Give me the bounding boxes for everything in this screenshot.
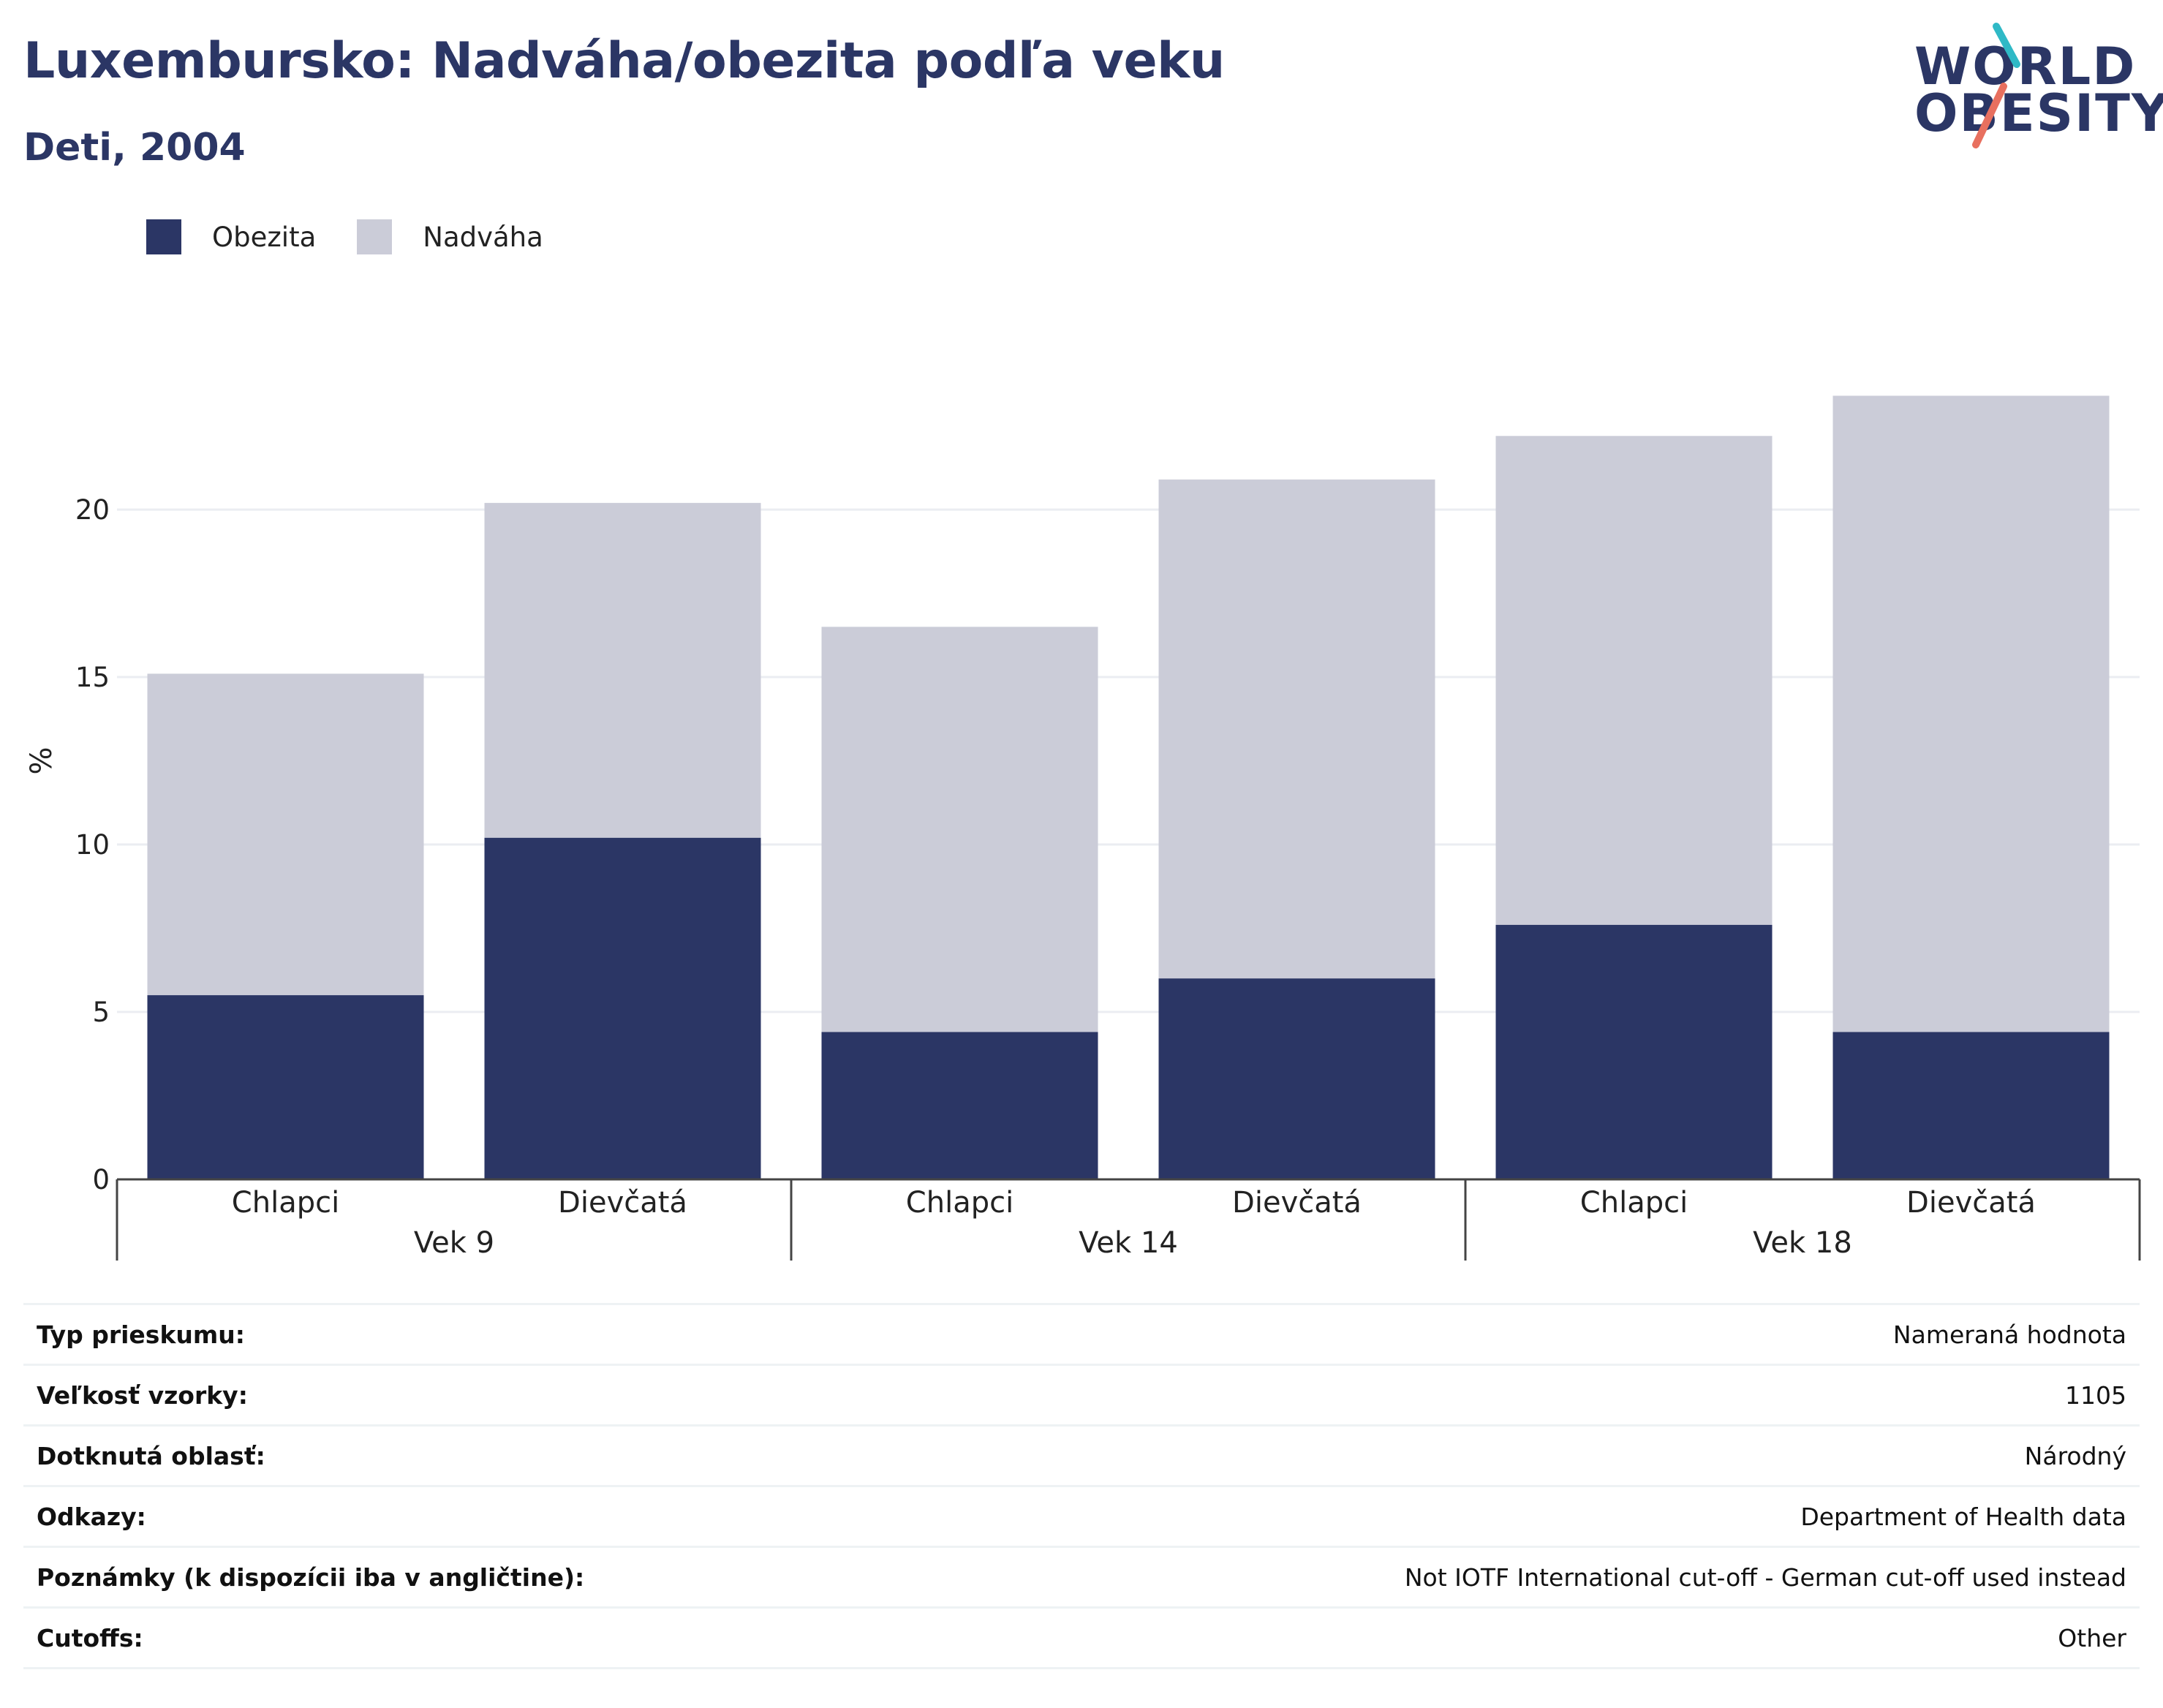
info-value: Other (2058, 1623, 2126, 1652)
table-row: Dotknutá oblasť: Národný (23, 1425, 2140, 1486)
table-row: Poznámky (k dispozícii iba v angličtine)… (23, 1546, 2140, 1608)
x-tick-label: Dievčatá (558, 1186, 687, 1220)
info-key: Cutoffs: (37, 1623, 143, 1652)
x-tick-label: Chlapci (906, 1186, 1013, 1220)
y-tick-label: 0 (92, 1164, 110, 1195)
chart-subtitle: Deti, 2004 (23, 126, 246, 170)
chart-legend: Obezita Nadváha (146, 216, 584, 257)
x-tick-label: Dievčatá (1906, 1186, 2036, 1220)
y-tick-label: 20 (75, 494, 110, 526)
legend-label-nadvaha: Nadváha (423, 221, 543, 253)
bar-obezita (484, 837, 761, 1179)
info-key: Poznámky (k dispozícii iba v angličtine)… (37, 1562, 585, 1592)
bar-obezita (1495, 924, 1773, 1179)
bar-obezita (1158, 978, 1435, 1179)
bar-nadvaha (821, 627, 1098, 1032)
info-key: Odkazy: (37, 1502, 146, 1531)
legend-item-obezita[interactable]: Obezita (146, 219, 316, 254)
info-value: 1105 (2065, 1380, 2126, 1410)
info-key: Veľkosť vzorky: (37, 1380, 248, 1410)
table-row: Veľkosť vzorky: 1105 (23, 1364, 2140, 1426)
table-row: Cutoffs: Other (23, 1607, 2140, 1669)
x-tick-label: Chlapci (232, 1186, 339, 1220)
bar-nadvaha (484, 502, 761, 838)
legend-label-obezita: Obezita (212, 221, 317, 253)
world-obesity-logo: WORLD OBESITY (1901, 20, 2163, 152)
bar-obezita (147, 995, 424, 1179)
info-value: Nameraná hodnota (1892, 1320, 2126, 1349)
group-label: Vek 14 (1079, 1226, 1178, 1260)
x-tick-label: Dievčatá (1232, 1186, 1362, 1220)
logo-text-obesity: OBESITY (1914, 83, 2163, 143)
bar-obezita (821, 1032, 1098, 1179)
table-row: Typ prieskumu: Nameraná hodnota (23, 1304, 2140, 1365)
info-value: Not IOTF International cut-off - German … (1404, 1562, 2126, 1592)
y-axis-label: % (25, 747, 58, 774)
y-tick-label: 10 (75, 829, 110, 861)
x-tick-label: Chlapci (1580, 1186, 1688, 1220)
survey-info-table: Typ prieskumu: Nameraná hodnota Veľkosť v… (23, 1303, 2140, 1669)
legend-item-nadvaha[interactable]: Nadváha (357, 219, 543, 254)
stacked-bar-chart: 0 5 10 15 20% Chlapci Dievčatá Chlapci Dievčatá C… (25, 396, 2141, 1261)
y-tick-label: 5 (92, 997, 110, 1028)
group-label: Vek 9 (414, 1226, 494, 1260)
bar-obezita (1832, 1032, 2110, 1179)
table-row: Odkazy: Department of Health data (23, 1486, 2140, 1547)
info-key: Dotknutá oblasť: (37, 1441, 265, 1470)
legend-swatch-obezita (146, 219, 181, 254)
bar-nadvaha (1158, 479, 1435, 979)
group-label: Vek 18 (1753, 1226, 1852, 1260)
info-key: Typ prieskumu: (37, 1320, 245, 1349)
info-value: Národný (2024, 1441, 2126, 1470)
bar-nadvaha (1832, 396, 2110, 1032)
logo-text-world: WORLD (1914, 37, 2137, 97)
logo-slash-icon (1972, 23, 2020, 148)
legend-swatch-nadvaha (357, 219, 393, 254)
chart-title: Luxembursko: Nadváha/obezita podľa veku (23, 32, 1225, 90)
info-value: Department of Health data (1800, 1502, 2126, 1531)
y-tick-label: 15 (75, 662, 110, 693)
bar-nadvaha (147, 673, 424, 996)
bar-nadvaha (1495, 436, 1773, 925)
